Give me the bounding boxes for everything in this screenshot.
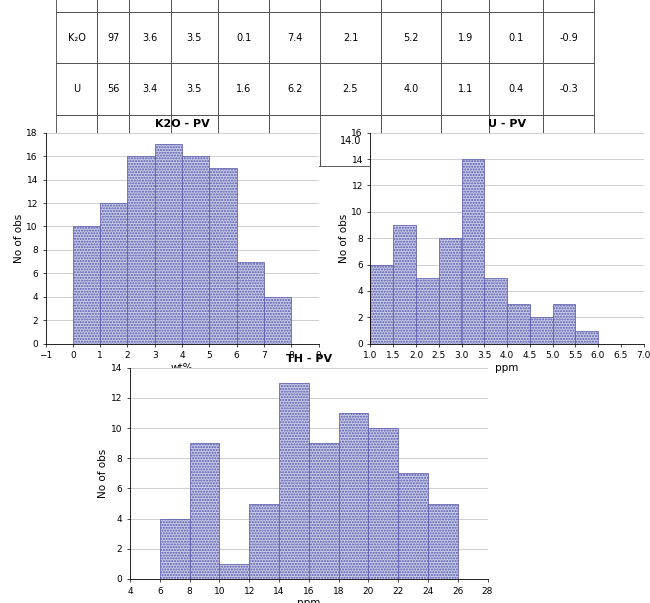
- Bar: [370, 265, 393, 344]
- Bar: [249, 504, 279, 579]
- Bar: [160, 519, 190, 579]
- Bar: [190, 443, 219, 579]
- Bar: [398, 473, 428, 579]
- Bar: [393, 225, 416, 344]
- Bar: [309, 443, 339, 579]
- Title: TH - PV: TH - PV: [286, 355, 332, 364]
- Bar: [439, 238, 462, 344]
- Bar: [220, 564, 249, 579]
- Bar: [339, 413, 369, 579]
- Bar: [209, 168, 237, 344]
- Bar: [155, 144, 182, 344]
- Y-axis label: No of obs: No of obs: [98, 449, 108, 498]
- Bar: [369, 428, 398, 579]
- Title: U - PV: U - PV: [488, 119, 526, 129]
- Title: K2O - PV: K2O - PV: [155, 119, 209, 129]
- Bar: [575, 330, 598, 344]
- Y-axis label: No of obs: No of obs: [14, 213, 23, 263]
- Y-axis label: No of obs: No of obs: [339, 213, 348, 263]
- Bar: [100, 203, 127, 344]
- X-axis label: ppm: ppm: [495, 363, 519, 373]
- X-axis label: ppm: ppm: [297, 598, 320, 603]
- Bar: [264, 297, 291, 344]
- Bar: [182, 156, 209, 344]
- Bar: [279, 383, 309, 579]
- Bar: [416, 278, 439, 344]
- Bar: [462, 159, 484, 344]
- Bar: [428, 504, 458, 579]
- Bar: [507, 304, 530, 344]
- Bar: [530, 317, 552, 344]
- X-axis label: wt%: wt%: [171, 363, 193, 373]
- Bar: [484, 278, 507, 344]
- Bar: [552, 304, 575, 344]
- Bar: [73, 227, 100, 344]
- Bar: [127, 156, 155, 344]
- Bar: [237, 262, 264, 344]
